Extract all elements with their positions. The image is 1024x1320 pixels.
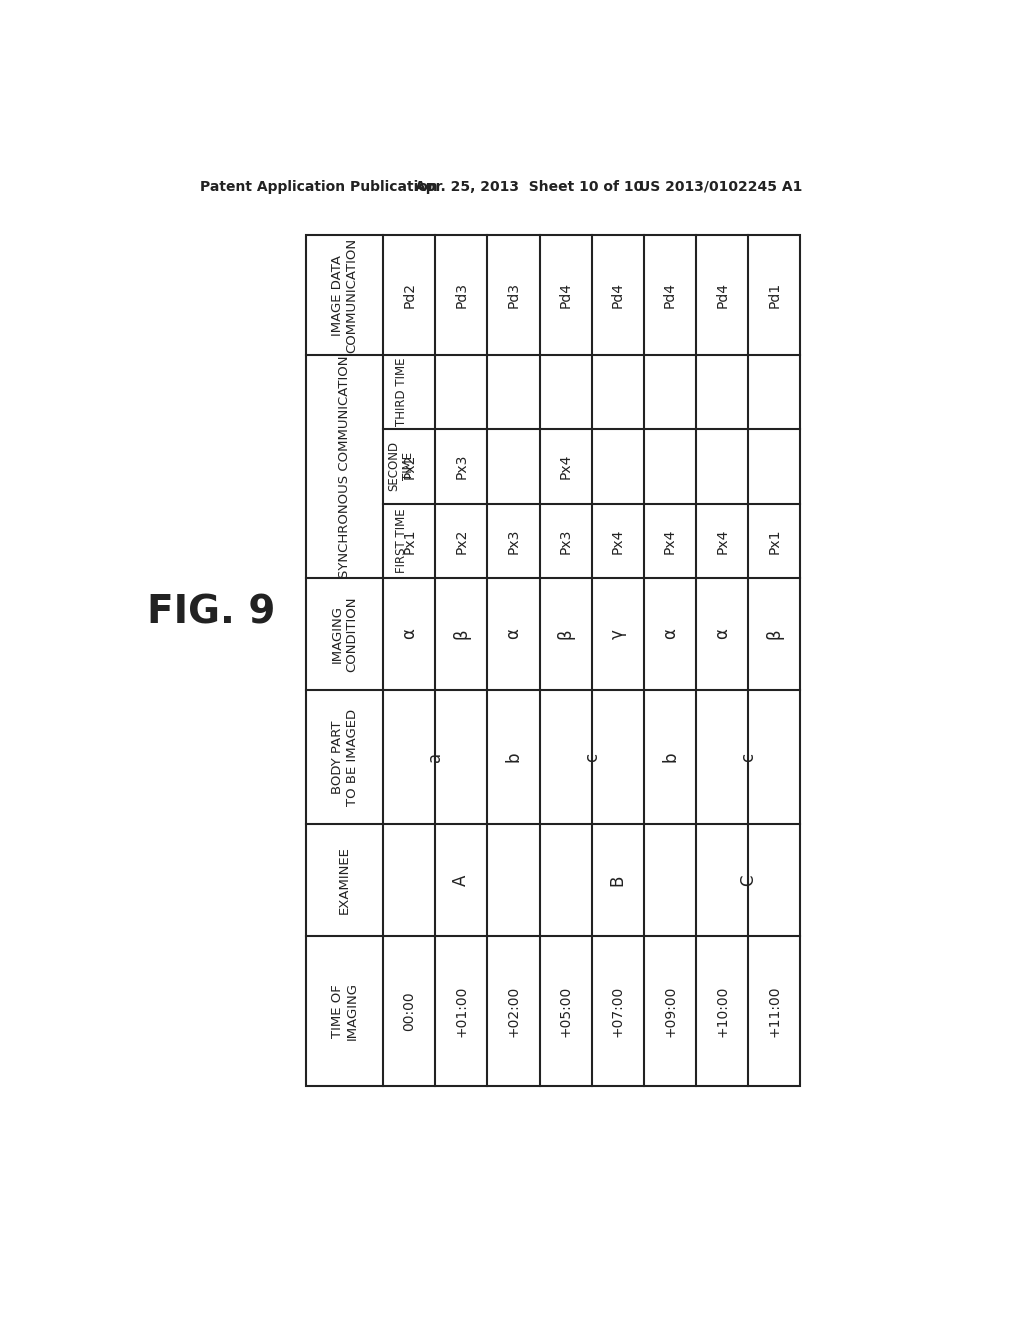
Text: β: β	[557, 628, 574, 639]
Text: β: β	[765, 628, 783, 639]
Text: b: b	[662, 752, 679, 763]
Text: Px1: Px1	[767, 528, 781, 553]
Text: IMAGE DATA
COMMUNICATION: IMAGE DATA COMMUNICATION	[331, 238, 358, 352]
Text: Pd4: Pd4	[715, 282, 729, 308]
Text: SYNCHRONOUS COMMUNICATION: SYNCHRONOUS COMMUNICATION	[338, 355, 351, 578]
Text: Px4: Px4	[559, 454, 572, 479]
Text: +11:00: +11:00	[767, 986, 781, 1038]
Text: US 2013/0102245 A1: US 2013/0102245 A1	[639, 180, 802, 194]
Text: 00:00: 00:00	[402, 991, 416, 1031]
Text: B: B	[609, 875, 627, 886]
Text: Px4: Px4	[664, 528, 677, 553]
Text: SECOND
TIME: SECOND TIME	[387, 441, 416, 491]
Text: c: c	[739, 752, 758, 762]
Text: Pd3: Pd3	[455, 282, 468, 308]
Text: A: A	[453, 875, 470, 886]
Text: Pd1: Pd1	[767, 282, 781, 308]
Text: Patent Application Publication: Patent Application Publication	[200, 180, 437, 194]
Text: γ: γ	[609, 628, 627, 639]
Text: THIRD TIME: THIRD TIME	[395, 358, 408, 426]
Text: +02:00: +02:00	[507, 986, 520, 1036]
Text: Px2: Px2	[455, 528, 468, 553]
Text: Pd4: Pd4	[664, 282, 677, 308]
Text: FIRST TIME: FIRST TIME	[395, 508, 408, 573]
Text: Px4: Px4	[715, 528, 729, 553]
Bar	[306, 235, 801, 1086]
Text: α: α	[713, 628, 731, 639]
Text: Pd3: Pd3	[507, 282, 520, 308]
Text: +09:00: +09:00	[664, 986, 677, 1038]
Text: Px3: Px3	[507, 528, 520, 553]
Text: β: β	[453, 628, 470, 639]
Text: Px3: Px3	[455, 454, 468, 479]
Text: Pd2: Pd2	[402, 282, 416, 308]
Text: +10:00: +10:00	[715, 986, 729, 1038]
Text: b: b	[505, 752, 522, 763]
Text: C: C	[739, 875, 758, 886]
Text: BODY PART
TO BE IMAGED: BODY PART TO BE IMAGED	[331, 709, 358, 805]
Text: Px4: Px4	[611, 528, 625, 553]
Text: Px1: Px1	[402, 528, 416, 553]
Text: α: α	[400, 628, 418, 639]
Text: α: α	[662, 628, 679, 639]
Text: a: a	[426, 752, 444, 762]
Text: Pd4: Pd4	[559, 282, 572, 308]
Text: IMAGING
CONDITION: IMAGING CONDITION	[331, 597, 358, 672]
Text: Px2: Px2	[402, 454, 416, 479]
Text: +07:00: +07:00	[611, 986, 625, 1036]
Text: Pd4: Pd4	[611, 282, 625, 308]
Text: EXAMINEE: EXAMINEE	[338, 846, 351, 915]
Text: +01:00: +01:00	[455, 986, 468, 1038]
Text: TIME OF
IMAGING: TIME OF IMAGING	[331, 982, 358, 1040]
Text: Px3: Px3	[559, 528, 572, 553]
Text: Apr. 25, 2013  Sheet 10 of 10: Apr. 25, 2013 Sheet 10 of 10	[416, 180, 644, 194]
Text: +05:00: +05:00	[559, 986, 572, 1036]
Text: c: c	[583, 752, 601, 762]
Text: FIG. 9: FIG. 9	[147, 594, 275, 632]
Text: α: α	[505, 628, 522, 639]
